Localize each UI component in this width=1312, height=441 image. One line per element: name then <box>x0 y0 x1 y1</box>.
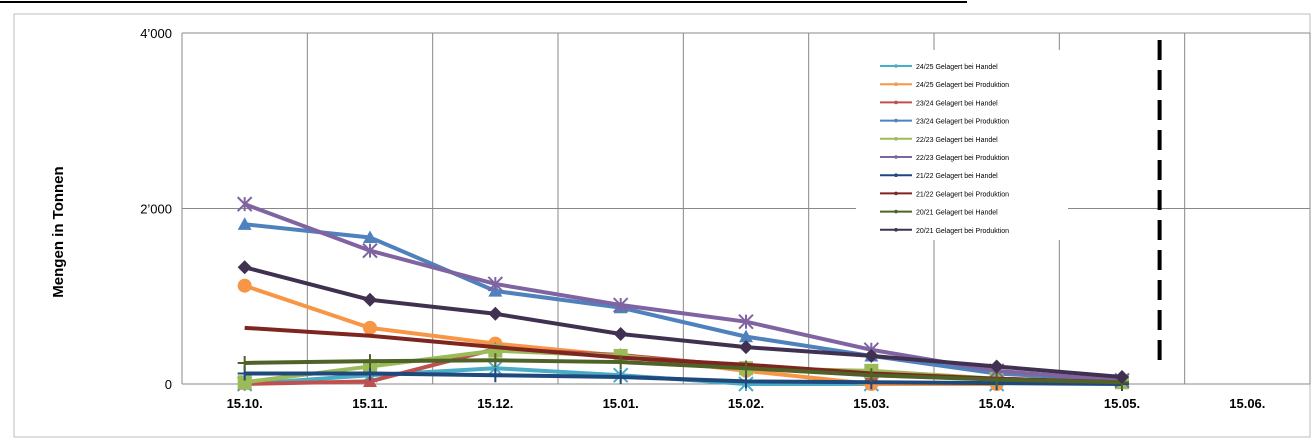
y-tick-label: 0 <box>165 377 172 392</box>
data-point <box>363 374 377 387</box>
data-point <box>363 320 377 335</box>
data-point <box>363 354 377 369</box>
data-point <box>613 326 628 341</box>
data-point <box>864 368 879 383</box>
data-point <box>613 355 628 370</box>
legend-label: 24/25 Gelagert bei Handel <box>916 64 998 71</box>
legend-swatch-marker <box>894 209 898 214</box>
data-point <box>989 372 1004 387</box>
legend-swatch-marker <box>894 173 898 177</box>
legend-label: 21/22 Gelagert bei Produktion <box>916 191 1009 198</box>
x-tick-label: 15.01. <box>603 396 639 411</box>
data-point <box>739 374 753 389</box>
x-tick-label: 15.11. <box>352 396 387 411</box>
data-point <box>487 276 504 292</box>
series-lines <box>236 196 1130 392</box>
x-tick-label: 15.12. <box>477 396 513 411</box>
data-point <box>237 355 252 370</box>
data-point <box>613 369 628 384</box>
axes: 0 2’000 4’000 15.10. 15.11. 15.12. 15.01. 15.02… <box>140 26 1265 411</box>
legend-swatch-marker <box>894 155 898 159</box>
data-point <box>237 278 252 293</box>
legend-box <box>856 50 1068 240</box>
x-tick-label: 15.04. <box>979 396 1015 411</box>
data-point <box>739 329 753 343</box>
x-tick-label: 15.10. <box>227 396 263 411</box>
legend-swatch-marker <box>894 191 898 196</box>
legend-swatch-marker <box>894 82 898 86</box>
series-line <box>243 202 1123 383</box>
data-point <box>237 217 252 230</box>
legend-label: 20/21 Gelagert bei Handel <box>916 210 998 217</box>
legend-label: 20/21 Gelagert bei Produktion <box>916 228 1009 235</box>
legend-label: 24/25 Gelagert bei Produktion <box>916 82 1009 89</box>
y-axis-label: Mengen in Tonnen <box>50 166 67 297</box>
data-point <box>488 368 503 383</box>
series <box>237 260 1129 384</box>
data-point <box>363 230 377 244</box>
legend-label: 23/24 Gelagert bei Produktion <box>916 119 1009 126</box>
data-point <box>488 353 503 368</box>
legend-label: 22/23 Gelagert bei Handel <box>916 137 998 144</box>
series-line <box>244 222 1123 383</box>
data-point <box>739 340 753 355</box>
data-point <box>739 361 753 376</box>
data-point <box>237 375 252 390</box>
data-point <box>363 366 377 381</box>
series-line <box>244 371 1123 386</box>
y-tick-label: 2’000 <box>140 202 172 217</box>
legend: 24/25 Gelagert bei Handel 24/25 Gelagert … <box>856 50 1068 240</box>
series-line <box>244 265 1123 379</box>
data-point <box>989 359 1004 374</box>
legend-swatch-marker <box>894 64 898 68</box>
data-point <box>864 348 879 363</box>
data-point <box>362 242 378 259</box>
legend-label: 22/23 Gelagert bei Produktion <box>916 155 1009 162</box>
data-point <box>363 292 377 307</box>
series-line <box>244 358 1123 385</box>
y-tick-label: 4’000 <box>140 26 172 41</box>
legend-swatch-marker <box>894 118 898 123</box>
legend-swatch-marker <box>894 137 898 141</box>
data-point <box>612 297 629 313</box>
x-tick-label: 15.05. <box>1104 396 1140 411</box>
x-tick-label: 15.06. <box>1229 396 1265 411</box>
x-tick-label: 15.02. <box>728 396 764 411</box>
legend-swatch-marker <box>894 228 898 232</box>
data-point <box>1115 369 1129 384</box>
data-point <box>488 306 503 321</box>
data-point <box>237 260 252 275</box>
legend-label: 21/22 Gelagert bei Handel <box>916 173 998 180</box>
data-point <box>236 196 253 212</box>
legend-swatch-marker <box>894 100 898 105</box>
x-tick-label: 15.03. <box>853 396 889 411</box>
legend-label: 23/24 Gelagert bei Handel <box>916 100 998 107</box>
data-point <box>738 313 754 330</box>
